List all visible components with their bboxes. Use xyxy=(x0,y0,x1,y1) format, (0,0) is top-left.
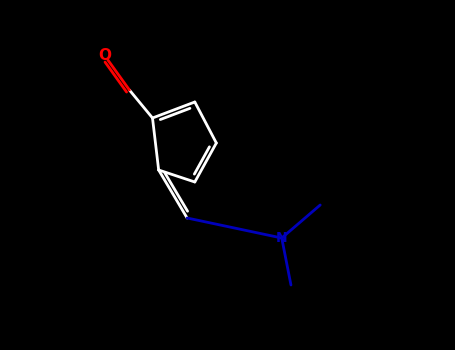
Text: N: N xyxy=(276,231,288,245)
Text: O: O xyxy=(98,48,111,63)
